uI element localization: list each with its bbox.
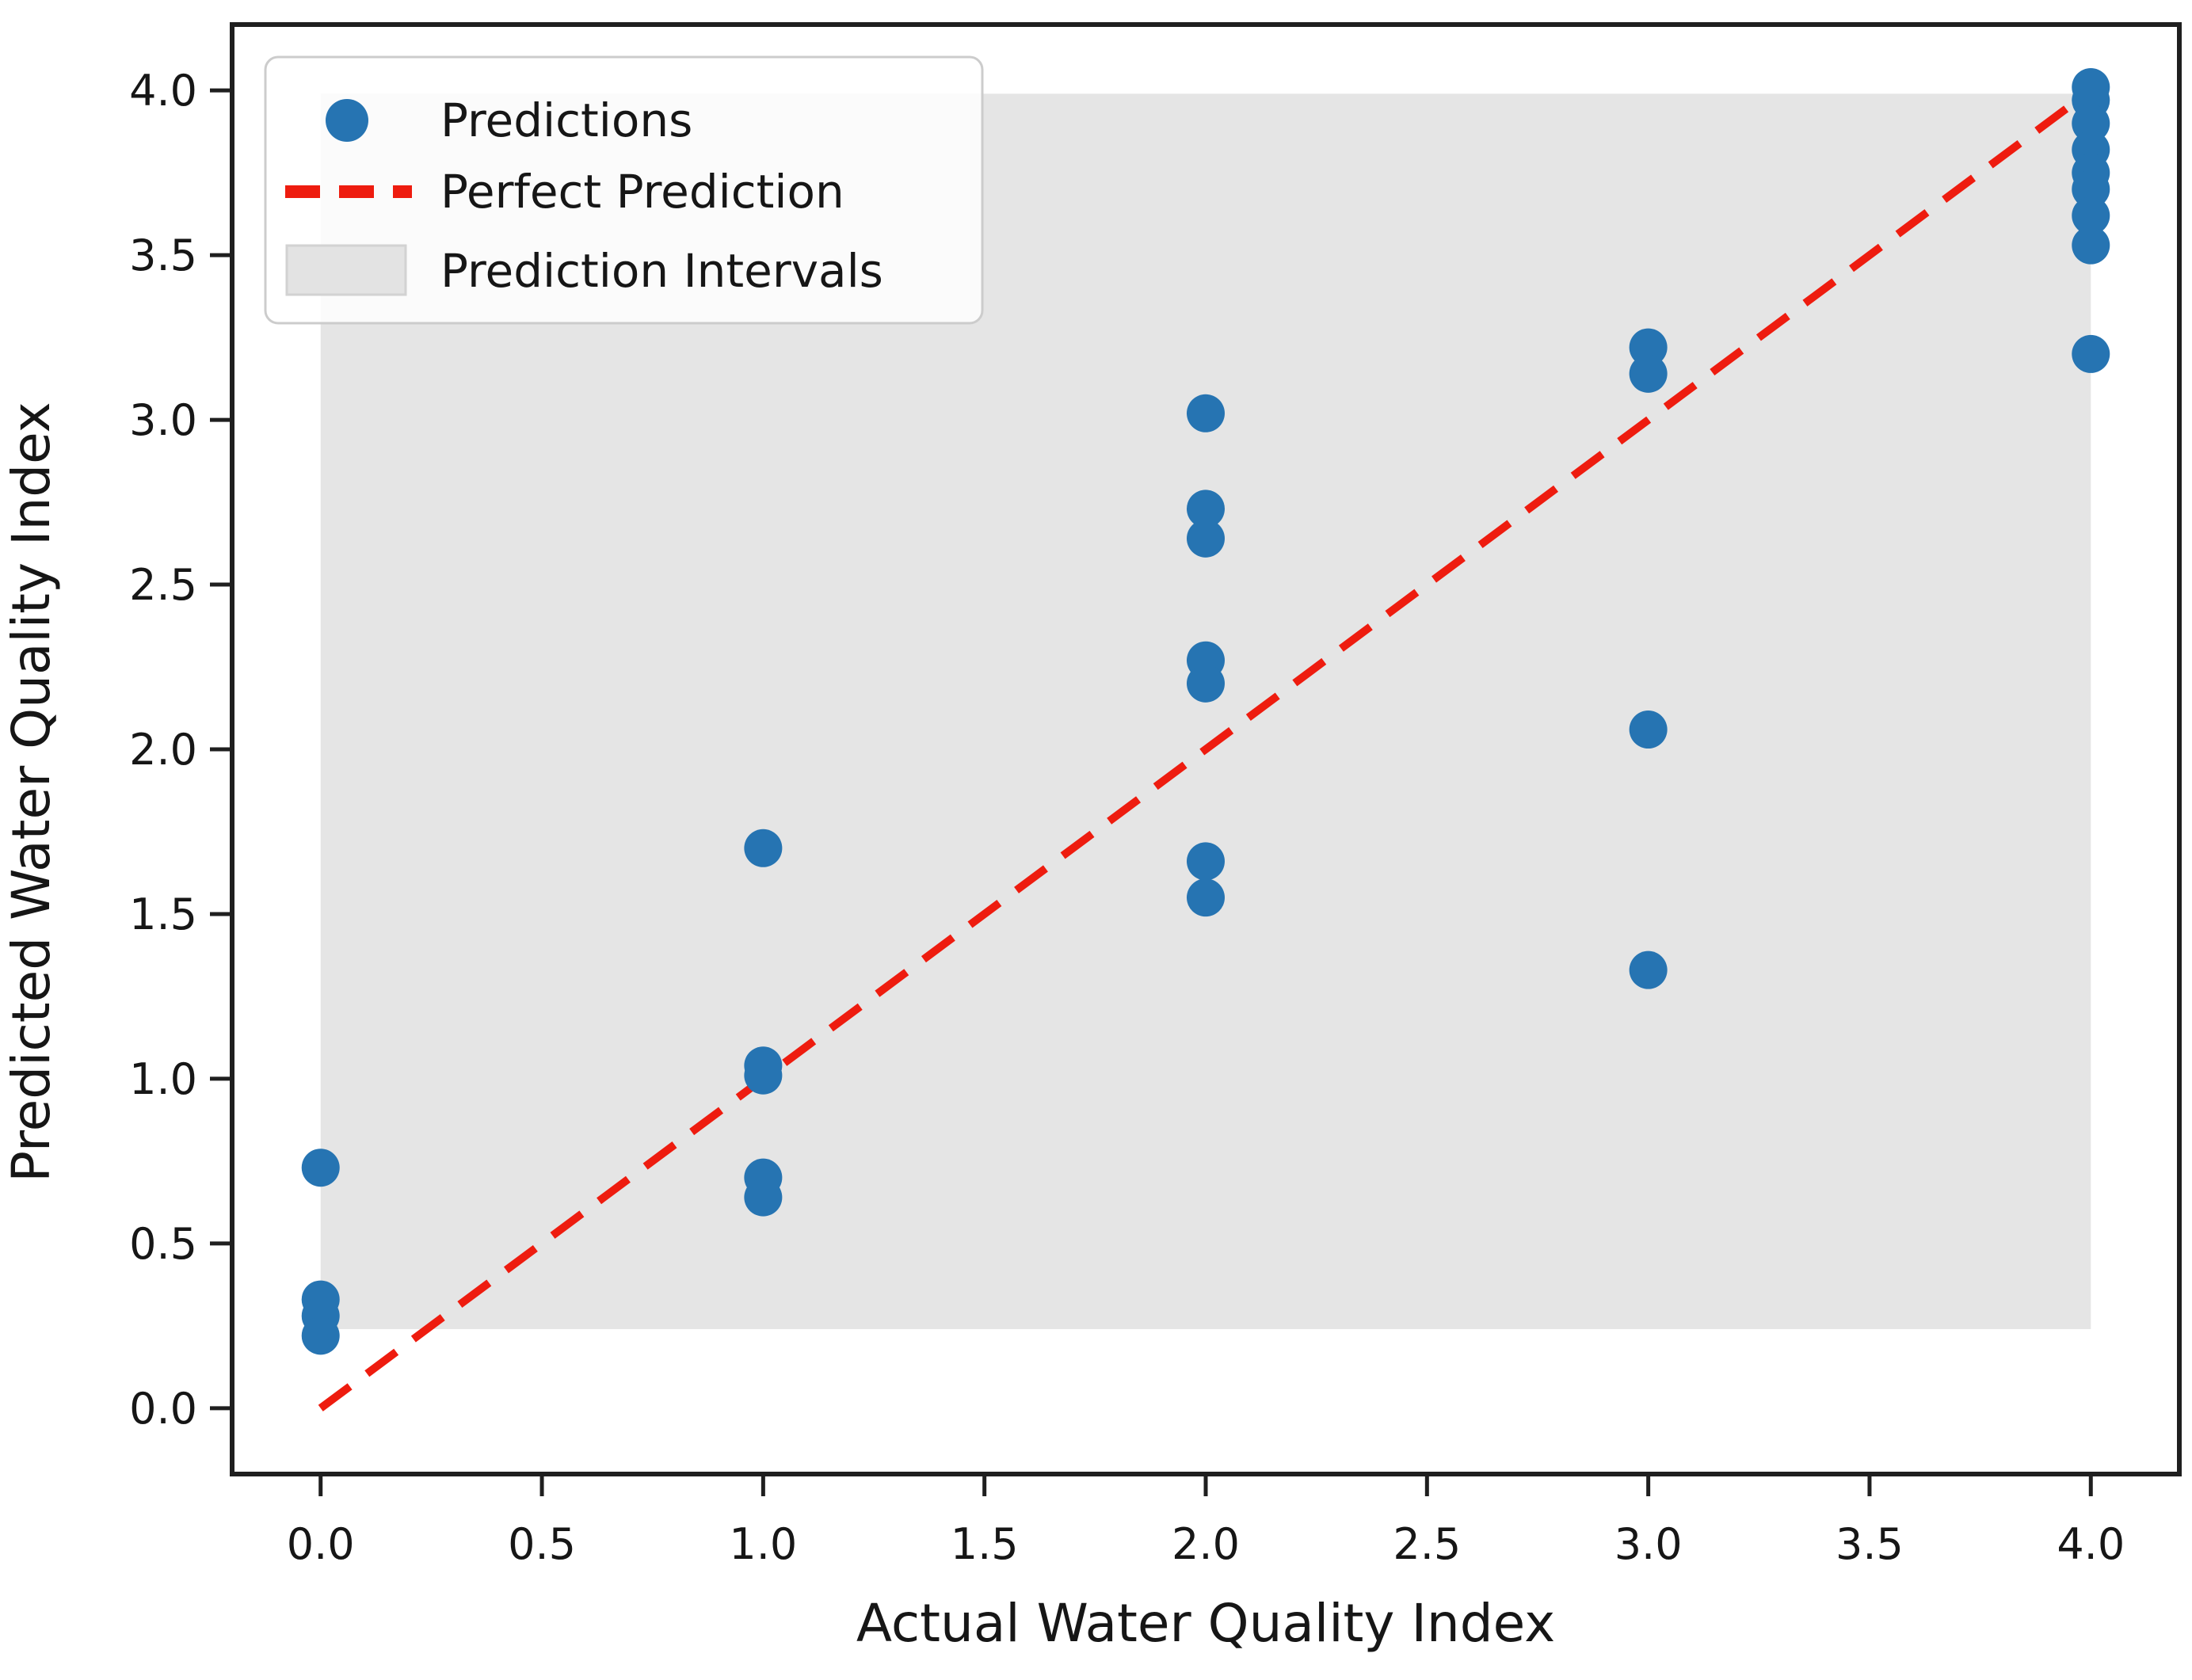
y-tick-label: 0.5 (129, 1219, 197, 1269)
x-tick-label: 4.0 (2057, 1519, 2125, 1569)
scatter-point (1187, 842, 1225, 881)
scatter-point (1629, 710, 1668, 749)
perfect-prediction-layer (318, 87, 2094, 1411)
y-tick-label: 3.0 (129, 395, 197, 445)
legend-box (264, 55, 984, 325)
predictions-layer (301, 68, 2110, 1355)
legend-predictions-dot-icon (326, 99, 368, 142)
x-axis-label: Actual Water Quality Index (856, 1593, 1555, 1654)
scatter-point (2072, 170, 2110, 208)
scatter-point (1187, 878, 1225, 917)
scatter-point (301, 1316, 340, 1355)
x-tick-label: 2.5 (1393, 1519, 1461, 1569)
x-tick-label: 0.0 (287, 1519, 355, 1569)
scatter-point (1629, 354, 1668, 393)
x-tick-label: 1.0 (729, 1519, 797, 1569)
scatter-point (1187, 664, 1225, 703)
legend-prediction-intervals-label: Prediction Intervals (440, 244, 883, 298)
scatter-point (2072, 104, 2110, 143)
scatter-point (1629, 328, 1668, 367)
scatter-point (744, 1178, 783, 1217)
x-tick-label: 1.5 (951, 1519, 1019, 1569)
scatter-point (1187, 490, 1225, 528)
scatter-point (2072, 226, 2110, 265)
scatter-point (1187, 394, 1225, 432)
y-tick-label: 3.5 (129, 230, 197, 280)
scatter-point (744, 1056, 783, 1095)
perfect-prediction-line (318, 87, 2094, 1411)
y-tick-label: 1.5 (129, 890, 197, 939)
legend-predictions-label: Predictions (440, 93, 692, 147)
y-tick-label: 1.0 (129, 1054, 197, 1104)
axes-layer: 0.0 0.5 1.0 1.5 2.0 2.5 3.0 3.5 4.0 0.0 0.5 1.0 1.5 2… (129, 22, 2182, 1569)
legend-prediction-intervals-patch-icon (285, 244, 407, 296)
legend-perfect-prediction-label: Perfect Prediction (440, 165, 844, 219)
y-tick-label: 2.5 (129, 560, 197, 610)
scatter-point (2072, 334, 2110, 373)
scatter-point (2072, 196, 2110, 235)
y-tick-label: 4.0 (129, 66, 197, 116)
x-tick-label: 0.5 (508, 1519, 576, 1569)
y-axis-label: Predicted Water Quality Index (1, 402, 62, 1182)
scatter-point (301, 1149, 340, 1187)
x-tick-label: 3.0 (1614, 1519, 1683, 1569)
x-tick-label: 2.0 (1172, 1519, 1240, 1569)
legend: Predictions Perfect Prediction Predictio… (264, 55, 984, 325)
scatter-point (1629, 950, 1668, 989)
x-tick-label: 3.5 (1836, 1519, 1904, 1569)
y-tick-label: 0.0 (129, 1384, 197, 1434)
y-tick-label: 2.0 (129, 725, 197, 775)
scatter-point (744, 829, 783, 867)
scatter-point (1187, 519, 1225, 558)
